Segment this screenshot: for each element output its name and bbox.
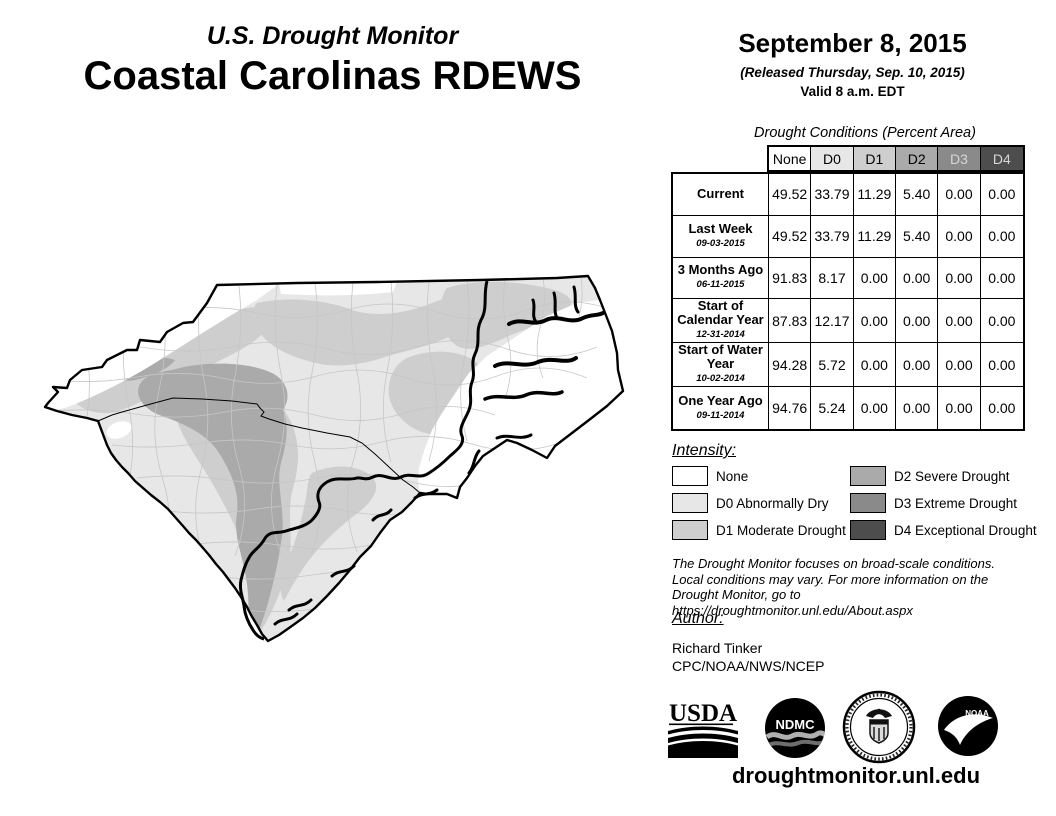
legend-swatch-none bbox=[672, 466, 708, 486]
table-cell: 0.00 bbox=[938, 387, 981, 429]
col-header-d1: D1 bbox=[853, 147, 896, 170]
table-cell: 11.29 bbox=[853, 215, 896, 258]
author-name: Richard Tinker bbox=[672, 640, 763, 656]
table-cell: 5.24 bbox=[811, 387, 854, 429]
table-cell: 0.00 bbox=[896, 387, 939, 429]
table-cell: 94.76 bbox=[769, 387, 812, 429]
legend-swatch-d4 bbox=[850, 520, 886, 540]
table-cell: 11.29 bbox=[853, 174, 896, 216]
row-label: Current bbox=[673, 174, 769, 216]
table-cell: 0.00 bbox=[895, 299, 939, 344]
table-cell: 49.52 bbox=[769, 215, 812, 258]
table-cell: 5.40 bbox=[895, 215, 939, 258]
legend-title: Intensity: bbox=[672, 442, 737, 459]
legend-item-d4: D4 Exceptional Drought bbox=[850, 520, 1037, 540]
table-cell: 33.79 bbox=[811, 215, 854, 258]
table-cell: 33.79 bbox=[811, 174, 854, 216]
state-outline bbox=[43, 274, 625, 643]
col-header-d0: D0 bbox=[811, 147, 854, 170]
title-block: U.S. Drought Monitor Coastal Carolinas R… bbox=[40, 22, 625, 99]
noaa-logo-icon: NOAA bbox=[936, 694, 1000, 763]
table-cell: 0.00 bbox=[854, 387, 896, 429]
table-cell: 0.00 bbox=[895, 343, 939, 388]
usda-logo-icon: USDA bbox=[668, 700, 738, 763]
table-cell: 0.00 bbox=[980, 216, 1023, 258]
col-header-d4: D4 bbox=[980, 147, 1023, 170]
author-org: CPC/NOAA/NWS/NCEP bbox=[672, 658, 825, 674]
legend-item-none: None bbox=[672, 466, 748, 486]
row-label: One Year Ago 09-11-2014 bbox=[673, 387, 769, 429]
county-boundaries bbox=[45, 276, 618, 612]
row-label: Start of Water Year 10-02-2014 bbox=[673, 343, 769, 388]
legend-item-d3: D3 Extreme Drought bbox=[850, 493, 1017, 513]
doc-seal-icon bbox=[842, 690, 916, 769]
legend-swatch-d0 bbox=[672, 493, 708, 513]
legend-swatch-d3 bbox=[850, 493, 886, 513]
table-cell: 8.17 bbox=[811, 257, 854, 300]
footer-url: droughtmonitor.unl.edu bbox=[731, 763, 981, 788]
program-title: U.S. Drought Monitor bbox=[206, 22, 459, 50]
release-date: (Released Thursday, Sep. 10, 2015) bbox=[740, 65, 965, 80]
ndmc-logo-icon: NDMC bbox=[763, 696, 827, 765]
table-cell: 0.00 bbox=[853, 299, 896, 344]
row-label: Last Week 09-03-2015 bbox=[673, 215, 769, 258]
table-cell: 87.83 bbox=[769, 299, 812, 344]
table-cell: 94.28 bbox=[769, 343, 812, 388]
table-cell: 0.00 bbox=[895, 257, 939, 300]
legend-swatch-d2 bbox=[850, 466, 886, 486]
col-header-d3: D3 bbox=[938, 147, 981, 170]
table-cell: 5.72 bbox=[811, 343, 854, 388]
drought-table-header: None D0 D1 D2 D3 D4 bbox=[767, 145, 1025, 172]
row-label: 3 Months Ago 06-11-2015 bbox=[673, 257, 769, 300]
svg-text:USDA: USDA bbox=[669, 700, 737, 727]
table-cell: 0.00 bbox=[980, 174, 1023, 216]
table-cell: 91.83 bbox=[769, 257, 812, 300]
table-cell: 0.00 bbox=[980, 343, 1023, 388]
svg-text:NDMC: NDMC bbox=[776, 717, 816, 732]
map-date: September 8, 2015 bbox=[738, 28, 967, 58]
table-cell: 0.00 bbox=[853, 343, 896, 388]
table-cell: 0.00 bbox=[980, 258, 1023, 300]
col-header-none: None bbox=[769, 147, 812, 170]
disclaimer: The Drought Monitor focuses on broad-sca… bbox=[672, 556, 996, 618]
table-cell: 5.40 bbox=[895, 174, 939, 216]
col-header-d2: D2 bbox=[895, 147, 939, 170]
svg-text:NOAA: NOAA bbox=[965, 709, 989, 718]
drought-table: Current 49.52 33.79 11.29 5.40 0.00 0.00… bbox=[671, 172, 1025, 431]
table-cell: 0.00 bbox=[938, 215, 981, 258]
date-block: September 8, 2015 (Released Thursday, Se… bbox=[665, 28, 1040, 99]
table-cell: 0.00 bbox=[980, 299, 1023, 344]
rdews-region-boundary bbox=[238, 280, 489, 641]
table-cell: 49.52 bbox=[769, 174, 812, 216]
table-cell: 0.00 bbox=[938, 257, 981, 300]
table-cell: 0.00 bbox=[938, 343, 981, 388]
row-label: Start of Calendar Year 12-31-2014 bbox=[673, 299, 769, 344]
author-title: Author: bbox=[672, 610, 724, 627]
map-none-layer bbox=[45, 282, 623, 498]
page-title: Coastal Carolinas RDEWS bbox=[83, 54, 582, 98]
table-cell: 0.00 bbox=[938, 174, 981, 216]
table-cell: 0.00 bbox=[938, 299, 981, 344]
legend-item-d2: D2 Severe Drought bbox=[850, 466, 1010, 486]
valid-time: Valid 8 a.m. EDT bbox=[800, 84, 905, 99]
table-cell: 0.00 bbox=[988, 400, 1016, 417]
coastal-waterways bbox=[273, 285, 605, 626]
legend-item-d0: D0 Abnormally Dry bbox=[672, 493, 829, 513]
state-border-nc-sc bbox=[97, 397, 421, 494]
legend-item-d1: D1 Moderate Drought bbox=[672, 520, 846, 540]
table-title: Drought Conditions (Percent Area) bbox=[754, 125, 976, 141]
table-cell: 0.00 bbox=[853, 257, 896, 300]
legend-swatch-d1 bbox=[672, 520, 708, 540]
table-cell: 12.17 bbox=[811, 299, 854, 344]
drought-map bbox=[17, 258, 657, 643]
